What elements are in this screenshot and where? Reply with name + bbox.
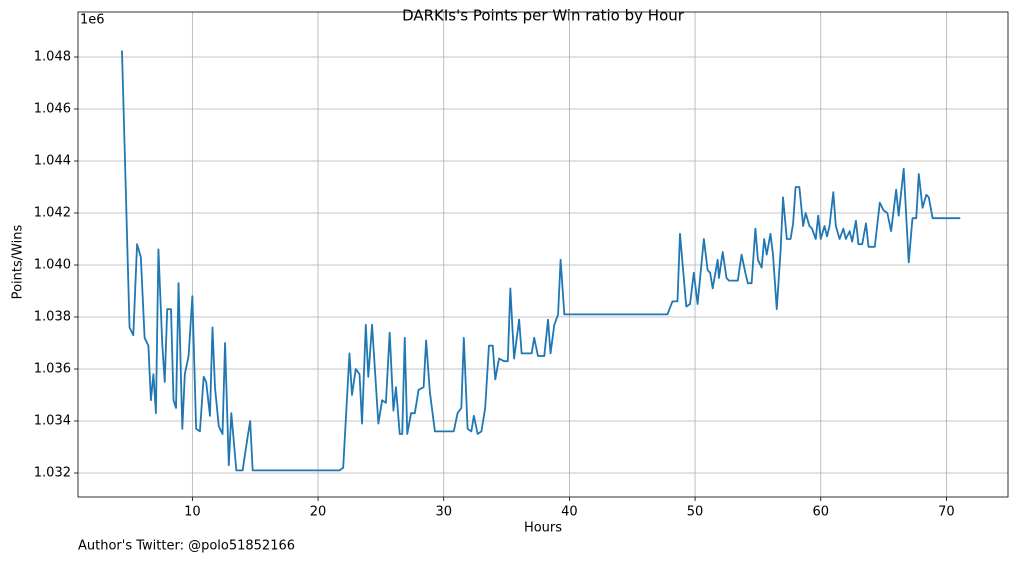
y-axis-label: Points/Wins [11,224,26,299]
y-tick-label: 1.044 [34,154,71,169]
x-tick-label: 50 [687,505,704,520]
y-tick-label: 1.040 [34,258,71,273]
y-tick-label: 1.048 [34,50,71,65]
y-offset-label: 1e6 [80,13,105,28]
x-axis-label: Hours [524,521,562,536]
annotation: Author's Twitter: @polo51852166 [78,539,295,554]
x-tick-label: 40 [561,505,578,520]
x-tick-label: 60 [812,505,829,520]
y-tick-label: 1.034 [34,414,71,429]
plot-frame [77,11,1009,498]
y-tick-label: 1.032 [34,466,71,481]
x-tick-label: 20 [310,505,327,520]
y-tick-label: 1.038 [34,310,71,325]
x-tick-label: 30 [435,505,452,520]
data-line [121,50,961,472]
chart-title: DARKIs's Points per Win ratio by Hour [402,7,685,25]
y-tick-label: 1.036 [34,362,71,377]
y-tick-label: 1.046 [34,102,71,117]
x-tick-label: 70 [938,505,955,520]
x-tick-label: 10 [184,505,201,520]
y-tick-label: 1.042 [34,206,71,221]
